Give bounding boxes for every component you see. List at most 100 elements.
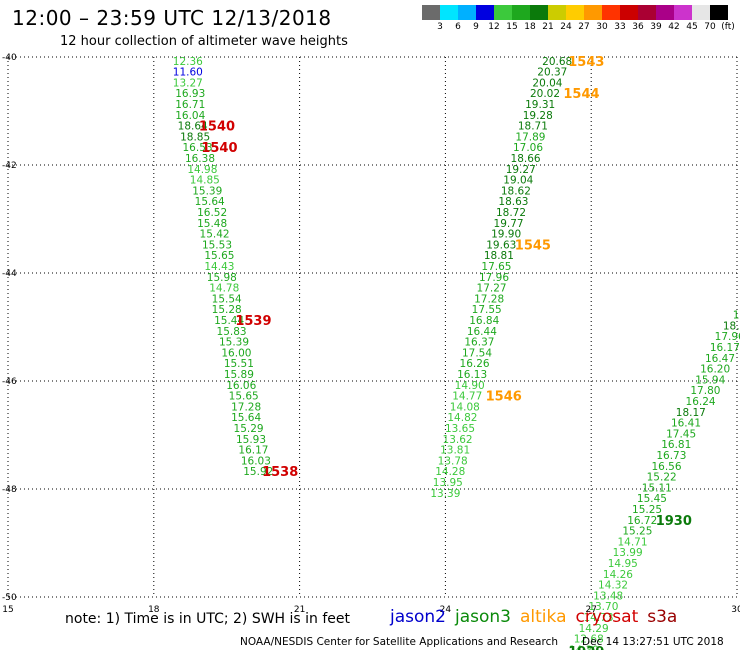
wave-height-value: 14.08 bbox=[450, 401, 480, 413]
wave-height-value: 17.96 bbox=[715, 331, 740, 343]
wave-height-value: 16.73 bbox=[656, 450, 686, 462]
wave-height-value: 13.27 bbox=[173, 77, 203, 89]
colorbar-label: 42 bbox=[668, 22, 680, 32]
colorbar-swatch bbox=[476, 5, 494, 20]
colorbar-label: 24 bbox=[560, 22, 572, 32]
wave-height-value: 16.24 bbox=[686, 396, 716, 408]
colorbar-label: (ft) bbox=[721, 22, 735, 32]
colorbar-label: 36 bbox=[632, 22, 644, 32]
colorbar-label: 30 bbox=[596, 22, 608, 32]
wave-height-value: 16.71 bbox=[175, 99, 205, 111]
wave-height-value: 15.42 bbox=[200, 229, 230, 241]
wave-height-value: 18.66 bbox=[511, 153, 541, 165]
y-tick-label: -48 bbox=[2, 485, 17, 495]
colorbar-swatch bbox=[656, 5, 674, 20]
wave-height-value: 11.60 bbox=[173, 67, 203, 79]
wave-height-value: 16.81 bbox=[661, 439, 691, 451]
wave-height-value: 15.54 bbox=[212, 293, 242, 305]
pass-time-label: 1539 bbox=[235, 314, 271, 329]
wave-height-value: 18.64 bbox=[178, 121, 208, 133]
wave-height-value: 18.71 bbox=[518, 121, 548, 133]
wave-height-value: 15.65 bbox=[229, 391, 259, 403]
wave-height-value: 16.06 bbox=[226, 380, 256, 392]
legend-item: altika bbox=[520, 607, 567, 627]
wave-height-value: 15.92 bbox=[243, 466, 273, 478]
wave-height-value: 15.51 bbox=[224, 358, 254, 370]
wave-height-value: 17.06 bbox=[513, 142, 543, 154]
wave-height-value: 17.55 bbox=[472, 304, 502, 316]
colorbar bbox=[422, 5, 728, 20]
wave-height-value: 14.32 bbox=[598, 580, 628, 592]
wave-height-value: 20.02 bbox=[530, 88, 560, 100]
wave-height-value: 20.04 bbox=[532, 77, 562, 89]
wave-height-value: 18.81 bbox=[484, 250, 514, 262]
colorbar-label: 21 bbox=[542, 22, 554, 32]
wave-height-value: 16.38 bbox=[185, 153, 215, 165]
wave-height-value: 14.43 bbox=[204, 261, 234, 273]
wave-height-value: 15.89 bbox=[224, 369, 254, 381]
wave-height-value: 14.26 bbox=[603, 569, 633, 581]
legend-item: jason3 bbox=[455, 607, 511, 627]
colorbar-swatch bbox=[638, 5, 656, 20]
colorbar-swatch bbox=[620, 5, 638, 20]
wave-height-value: 17.54 bbox=[462, 347, 492, 359]
colorbar-label: 3 bbox=[437, 22, 443, 32]
wave-height-value: 16.52 bbox=[197, 207, 227, 219]
colorbar-swatch bbox=[548, 5, 566, 20]
timestamp: Dec 14 13:27:51 UTC 2018 bbox=[582, 636, 724, 648]
colorbar-label: 45 bbox=[686, 22, 698, 32]
wave-height-value: 17.28 bbox=[474, 293, 504, 305]
wave-height-value: 16.20 bbox=[700, 364, 730, 376]
y-tick-label: -50 bbox=[2, 593, 17, 603]
wave-height-value: 15.45 bbox=[637, 493, 667, 505]
colorbar-label: 70 bbox=[704, 22, 716, 32]
wave-height-value: 12.68 bbox=[574, 634, 604, 646]
wave-height-value: 16.72 bbox=[627, 515, 657, 527]
pass-time-label: 1538 bbox=[262, 465, 298, 480]
wave-height-value: 16.41 bbox=[671, 418, 701, 430]
colorbar-label: 12 bbox=[488, 22, 500, 32]
wave-height-value: 14.28 bbox=[435, 466, 465, 478]
wave-height-value: 15.11 bbox=[642, 482, 672, 494]
wave-height-value: 14.29 bbox=[579, 623, 609, 635]
wave-height-value: 12.36 bbox=[173, 56, 203, 68]
wave-height-value: 16.56 bbox=[651, 461, 681, 473]
wave-height-value: 19.31 bbox=[525, 99, 555, 111]
y-tick-label: -42 bbox=[2, 161, 17, 171]
page-subtitle: 12 hour collection of altimeter wave hei… bbox=[60, 34, 348, 49]
wave-height-value: 18.63 bbox=[498, 196, 528, 208]
wave-height-value: 15.39 bbox=[192, 185, 222, 197]
legend-item: s3a bbox=[647, 607, 678, 627]
wave-height-value: 18.72 bbox=[496, 207, 526, 219]
x-tick-label: 18 bbox=[148, 605, 160, 615]
colorbar-swatch bbox=[512, 5, 530, 20]
wave-height-value: 17.80 bbox=[690, 385, 720, 397]
colorbar-swatch bbox=[692, 5, 710, 20]
colorbar-swatch bbox=[566, 5, 584, 20]
wave-height-value: 16.84 bbox=[469, 315, 499, 327]
x-tick-label: 15 bbox=[2, 605, 13, 615]
colorbar-labels: 3 6 9 12 15 18 21 24 27 30 33 36 39 42 45 70 (ft) bbox=[422, 22, 735, 34]
y-tick-label: -44 bbox=[2, 269, 17, 279]
wave-height-value: 13.81 bbox=[440, 445, 470, 457]
colorbar-label: 6 bbox=[455, 22, 461, 32]
colorbar-label: 27 bbox=[578, 22, 590, 32]
wave-height-value: 17.45 bbox=[666, 428, 696, 440]
wave-height-value: 17.28 bbox=[231, 401, 261, 413]
wave-height-value: 13.39 bbox=[430, 488, 460, 500]
wave-height-value: 19.77 bbox=[494, 218, 524, 230]
wave-height-value: 16.26 bbox=[460, 358, 490, 370]
wave-height-value: 13.99 bbox=[613, 547, 643, 559]
colorbar-swatch bbox=[674, 5, 692, 20]
wave-height-value: 16.04 bbox=[175, 110, 205, 122]
wave-height-value: 14.71 bbox=[617, 536, 647, 548]
wave-height-value: 14.90 bbox=[455, 380, 485, 392]
pass-time-label: 1540 bbox=[199, 120, 235, 135]
wave-height-value: 14.77 bbox=[452, 391, 482, 403]
footer-note: note: 1) Time is in UTC; 2) SWH is in fe… bbox=[65, 611, 351, 627]
wave-height-value: 14.78 bbox=[209, 283, 239, 295]
wave-height-value: 17.27 bbox=[477, 283, 507, 295]
wave-height-value: 19.04 bbox=[503, 175, 533, 187]
wave-height-value: 17.65 bbox=[481, 261, 511, 273]
